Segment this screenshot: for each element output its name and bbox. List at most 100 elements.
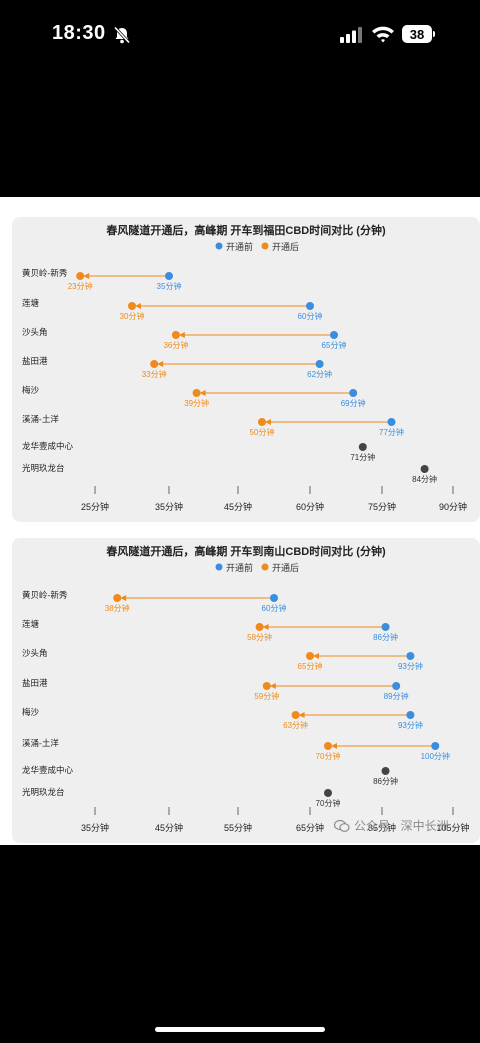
chart-title: 春风隧道开通后，高峰期 开车到福田CBD时间对比 (分钟)	[106, 223, 386, 237]
arrow-head	[120, 595, 127, 601]
x-tick-label: 85分钟	[368, 822, 396, 833]
value-label-after: 65分钟	[298, 661, 323, 671]
nanshan-cbd-time-chart: 春风隧道开通后，高峰期 开车到南山CBD时间对比 (分钟) 开通前 开通后黄贝岭-新…	[22, 544, 470, 833]
bell-slash-icon	[113, 26, 131, 44]
point-before	[431, 742, 440, 750]
category-label: 梅沙	[22, 707, 40, 717]
point-before	[381, 623, 390, 631]
category-label: 黄贝岭-新秀	[22, 590, 68, 600]
legend-marker-before	[215, 563, 223, 571]
value-label-before: 93分钟	[398, 720, 423, 730]
home-indicator[interactable]	[155, 1027, 325, 1032]
category-label: 龙华壹成中心	[22, 441, 74, 451]
point-reference	[381, 767, 390, 775]
status-bar: 18:30 38	[0, 0, 480, 70]
point-before	[315, 360, 324, 368]
point-before	[406, 652, 415, 660]
point-after	[291, 711, 300, 719]
point-after	[262, 682, 271, 690]
watermark-text: 公众号 · 深中长洲	[354, 819, 449, 833]
wechat-watermark: 公众号 · 深中长洲	[334, 817, 449, 834]
category-label: 光明玖龙台	[22, 463, 65, 473]
x-tick-label: 35分钟	[81, 822, 109, 833]
wechat-icon	[334, 819, 350, 832]
battery-tip	[433, 31, 435, 37]
point-before	[270, 594, 278, 602]
value-label-after: 58分钟	[247, 632, 272, 642]
category-label: 莲塘	[22, 298, 40, 308]
value-label-after: 38分钟	[105, 603, 130, 613]
point-before	[349, 389, 358, 397]
status-time: 18:30	[52, 22, 106, 44]
category-label: 沙头角	[22, 648, 48, 658]
x-tick-label: 60分钟	[296, 501, 324, 512]
value-label-before: 62分钟	[307, 369, 332, 379]
value-label-before: 77分钟	[379, 427, 404, 437]
value-label-before: 69分钟	[341, 398, 366, 408]
arrow-head	[298, 712, 305, 718]
category-label: 龙华壹成中心	[22, 765, 74, 775]
x-tick-label: 25分钟	[81, 501, 109, 512]
point-after	[306, 652, 314, 660]
point-reference	[420, 465, 429, 473]
point-before	[387, 418, 396, 426]
category-label: 盐田港	[22, 678, 48, 688]
point-after	[324, 742, 332, 750]
value-label-reference: 84分钟	[412, 474, 437, 484]
x-tick-label: 75分钟	[368, 501, 396, 512]
arrow-head	[313, 653, 319, 659]
point-after	[128, 302, 136, 310]
x-tick-label: 45分钟	[224, 501, 252, 512]
arrow-head	[157, 361, 164, 367]
value-label-after: 30分钟	[120, 311, 145, 321]
legend-label-after: 开通后	[272, 242, 299, 252]
point-after	[171, 331, 180, 339]
chart-card-nanshan: 春风隧道开通后，高峰期 开车到南山CBD时间对比 (分钟) 开通前 开通后 黄贝岭-新…	[12, 538, 480, 843]
value-label-after: 36分钟	[163, 340, 188, 350]
legend-marker-after	[261, 563, 269, 571]
legend-label-before: 开通前	[226, 241, 253, 252]
point-before	[392, 682, 401, 690]
value-label-before: 65分钟	[322, 340, 347, 350]
point-after	[113, 594, 122, 602]
x-tick-label: 105分钟	[436, 822, 469, 833]
value-label-reference: 70分钟	[316, 798, 341, 808]
chart-card-futian: 春风隧道开通后，高峰期 开车到福田CBD时间对比 (分钟) 开通前 开通后黄贝岭-新…	[12, 217, 480, 522]
battery-indicator: 38	[402, 25, 432, 43]
x-tick-label: 35分钟	[155, 501, 183, 512]
arrow-head	[135, 303, 141, 309]
arrow-head	[265, 419, 271, 425]
category-label: 溪涌-土洋	[22, 738, 59, 748]
value-label-before: 35分钟	[157, 281, 182, 291]
point-reference	[324, 789, 332, 797]
value-label-after: 23分钟	[68, 281, 93, 291]
futian-cbd-time-chart: 春风隧道开通后，高峰期 开车到福田CBD时间对比 (分钟) 开通前 开通后黄贝岭-新…	[22, 223, 467, 512]
value-label-after: 50分钟	[250, 427, 275, 437]
cellular-signal-icon	[340, 27, 362, 43]
value-label-before: 60分钟	[262, 603, 287, 613]
legend-marker-after	[261, 242, 269, 250]
value-label-after: 63分钟	[283, 720, 308, 730]
point-after	[192, 389, 201, 397]
point-after	[255, 623, 264, 631]
point-before	[306, 302, 314, 310]
x-tick-label: 45分钟	[155, 822, 183, 833]
category-label: 溪涌-土洋	[22, 414, 59, 424]
category-label: 黄贝岭-新秀	[22, 268, 68, 278]
value-label-after: 39分钟	[184, 398, 209, 408]
wifi-icon	[372, 26, 394, 43]
category-label: 盐田港	[22, 356, 48, 366]
arrow-head	[331, 743, 337, 749]
arrow-head	[199, 390, 206, 396]
value-label-before: 93分钟	[398, 661, 423, 671]
legend-marker-before	[215, 242, 223, 250]
arrow-head	[262, 624, 269, 630]
arrow-head	[269, 683, 276, 689]
chart-title: 春风隧道开通后，高峰期 开车到南山CBD时间对比 (分钟)	[106, 544, 386, 558]
value-label-after: 70分钟	[316, 751, 341, 761]
value-label-before: 89分钟	[384, 691, 409, 701]
x-tick-label: 65分钟	[296, 822, 324, 833]
category-label: 莲塘	[22, 619, 40, 629]
x-tick-label: 55分钟	[224, 822, 252, 833]
value-label-reference: 71分钟	[350, 452, 375, 462]
